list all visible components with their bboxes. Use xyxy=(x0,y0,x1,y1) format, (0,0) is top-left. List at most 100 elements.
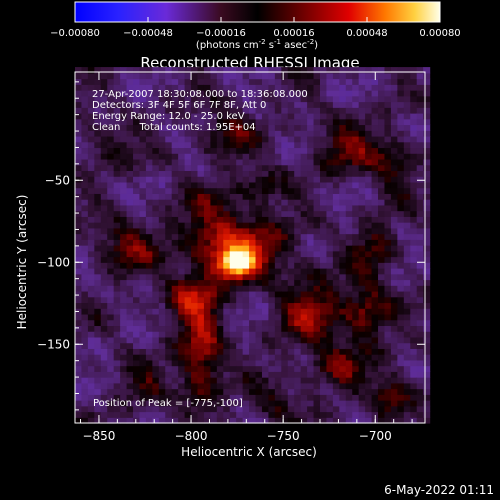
heatmap-cell xyxy=(191,313,199,321)
heatmap-cell xyxy=(320,308,328,315)
heatmap-cell xyxy=(345,319,353,327)
heatmap-cell xyxy=(320,268,328,275)
heatmap-cell xyxy=(197,411,205,418)
heatmap-cell xyxy=(410,164,418,172)
heatmap-cell xyxy=(345,365,353,372)
heatmap-cell xyxy=(352,95,360,103)
heatmap-cell xyxy=(384,371,392,378)
heatmap-cell xyxy=(313,359,321,367)
heatmap-cell xyxy=(287,336,295,344)
heatmap-cell xyxy=(287,101,295,108)
heatmap-cell xyxy=(371,365,379,372)
heatmap-cell xyxy=(287,193,295,200)
heatmap-cell xyxy=(274,262,282,269)
heatmap-cell xyxy=(294,290,302,298)
heatmap-cell xyxy=(216,239,224,246)
heatmap-cell xyxy=(178,336,186,344)
heatmap-cell xyxy=(158,164,166,172)
heatmap-cell xyxy=(352,176,360,183)
heatmap-cell xyxy=(145,130,153,137)
heatmap-cell xyxy=(107,348,115,355)
heatmap-cell xyxy=(281,417,289,424)
heatmap-cell xyxy=(300,296,308,304)
heatmap-cell xyxy=(145,90,153,97)
heatmap-cell xyxy=(274,308,282,315)
heatmap-cell xyxy=(100,308,108,315)
heatmap-cell xyxy=(397,319,405,327)
heatmap-cell xyxy=(197,417,205,424)
heatmap-cell xyxy=(365,84,373,91)
heatmap-cell xyxy=(203,118,211,126)
heatmap-cell xyxy=(287,319,295,327)
heatmap-cell xyxy=(165,313,173,321)
heatmap-cell xyxy=(371,273,379,281)
heatmap-cell xyxy=(287,417,295,424)
heatmap-cell xyxy=(307,331,315,338)
heatmap-cell xyxy=(81,256,89,263)
heatmap-cell xyxy=(139,342,147,349)
heatmap-cell xyxy=(313,204,321,212)
heatmap-cell xyxy=(345,377,353,384)
heatmap-cell xyxy=(352,417,360,424)
heatmap-cell xyxy=(75,130,83,137)
heatmap-cell xyxy=(120,296,128,304)
heatmap-cell xyxy=(300,325,308,332)
heatmap-cell xyxy=(390,256,398,263)
heatmap-cell xyxy=(287,273,295,281)
heatmap-cell xyxy=(139,354,147,361)
heatmap-cell xyxy=(158,193,166,200)
heatmap-cell xyxy=(378,354,386,361)
heatmap-cell xyxy=(423,118,431,126)
heatmap-cell xyxy=(171,245,179,252)
heatmap-cell xyxy=(165,256,173,263)
heatmap-cell xyxy=(390,308,398,315)
heatmap-cell xyxy=(94,273,102,281)
heatmap-cell xyxy=(397,296,405,304)
heatmap-cell xyxy=(145,158,153,166)
heatmap-cell xyxy=(339,313,347,321)
heatmap-cell xyxy=(197,107,205,114)
heatmap-cell xyxy=(203,302,211,309)
heatmap-cell xyxy=(384,95,392,103)
heatmap-cell xyxy=(255,365,263,372)
heatmap-cell xyxy=(352,130,360,137)
heatmap-cell xyxy=(274,130,282,137)
heatmap-cell xyxy=(100,130,108,137)
heatmap-cell xyxy=(171,354,179,361)
heatmap-cell xyxy=(339,336,347,344)
heatmap-cell xyxy=(268,331,276,338)
heatmap-cell xyxy=(274,325,282,332)
heatmap-cell xyxy=(107,135,115,143)
heatmap-cell xyxy=(274,95,282,103)
heatmap-cell xyxy=(81,158,89,166)
heatmap-cell xyxy=(223,354,231,361)
heatmap-cell xyxy=(410,411,418,418)
heatmap-cell xyxy=(281,233,289,240)
heatmap-cell xyxy=(152,90,160,97)
heatmap-cell xyxy=(326,210,334,217)
heatmap-cell xyxy=(352,290,360,298)
heatmap-cell xyxy=(320,164,328,172)
heatmap-cell xyxy=(191,256,199,263)
heatmap-cell xyxy=(223,256,231,263)
heatmap-cell xyxy=(320,279,328,286)
heatmap-cell xyxy=(152,78,160,85)
heatmap-cell xyxy=(249,170,257,177)
heatmap-cell xyxy=(320,377,328,384)
heatmap-cell xyxy=(410,216,418,223)
heatmap-cell xyxy=(371,124,379,131)
heatmap-cell xyxy=(365,285,373,292)
heatmap-cell xyxy=(326,342,334,349)
heatmap-cell xyxy=(75,135,83,143)
heatmap-cell xyxy=(178,400,186,407)
heatmap-cell xyxy=(358,319,366,327)
heatmap-cell xyxy=(229,210,237,217)
heatmap-cell xyxy=(120,90,128,97)
heatmap-cell xyxy=(120,250,128,258)
heatmap-cell xyxy=(152,262,160,269)
heatmap-cell xyxy=(133,67,141,74)
heatmap-cell xyxy=(107,204,115,212)
heatmap-cell xyxy=(242,216,250,223)
heatmap-cell xyxy=(145,388,153,395)
heatmap-cell xyxy=(390,170,398,177)
